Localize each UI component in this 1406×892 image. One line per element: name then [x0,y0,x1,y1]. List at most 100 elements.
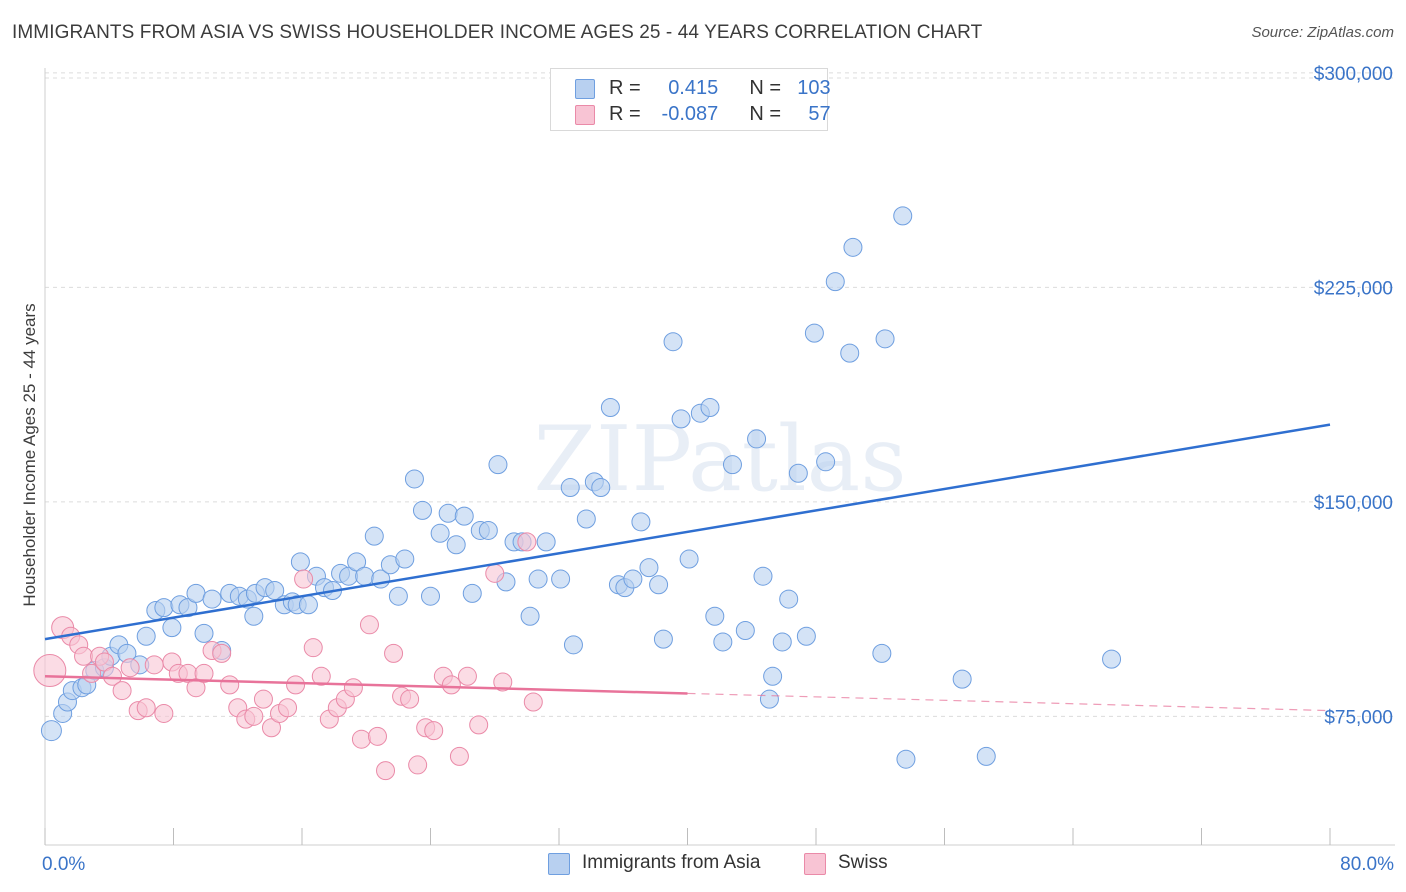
data-point-asia [875,329,895,349]
x-tick-label-min: 0.0% [42,854,85,875]
data-point-asia [591,478,611,498]
data-point-asia [162,618,182,638]
data-point-swiss [376,761,396,781]
data-point-asia [816,452,836,472]
data-point-swiss [33,654,67,688]
data-point-swiss [441,675,461,695]
data-point-asia [700,397,720,417]
data-point-asia [600,397,620,417]
data-point-asia [412,500,432,520]
trendline-asia [44,423,1331,641]
data-point-swiss [523,692,543,712]
legend-n-label: N = [749,77,782,99]
data-point-asia [40,720,62,742]
data-point-swiss [136,698,156,718]
data-point-asia [576,509,596,529]
data-point-asia [478,520,498,540]
data-point-asia [763,666,783,686]
data-point-swiss [457,666,477,686]
data-point-swiss [493,672,513,692]
data-point-asia [202,589,222,609]
data-point-asia [454,506,474,526]
data-point-swiss [220,675,240,695]
data-point-asia [244,606,264,626]
data-point-swiss [400,689,420,709]
legend-r-value-swiss: -0.087 [661,103,719,125]
data-point-asia [388,586,408,606]
data-point-asia [355,566,375,586]
data-point-asia [136,626,156,646]
data-point-swiss [359,615,379,635]
chart-title: IMMIGRANTS FROM ASIA VS SWISS HOUSEHOLDE… [12,22,983,43]
data-point-swiss [286,675,306,695]
legend-swatch-swiss [575,105,595,125]
data-point-asia [759,689,779,709]
data-point-swiss [294,569,314,589]
data-point-asia [705,606,725,626]
data-point-swiss [244,706,264,726]
y-tick-label: $75,000 [1324,707,1393,728]
watermark-text: ZIPatlas [533,407,906,512]
data-point-swiss [102,666,122,686]
x-tick-label-max: 80.0% [1340,854,1394,875]
data-point-swiss [112,681,132,701]
trendline-swiss-extension [687,692,1331,712]
correlation-legend: R = 0.415 N = 103 R = -0.087 N = 57 [550,68,831,131]
data-point-asia [896,749,916,769]
data-point-asia [779,589,799,609]
data-point-asia [430,523,450,543]
data-point-asia [872,643,892,663]
trendline-swiss [44,675,688,695]
data-point-swiss [384,643,404,663]
data-point-asia [976,746,996,766]
data-point-asia [653,629,673,649]
data-point-asia [796,626,816,646]
data-point-asia [395,549,415,569]
data-point-swiss [311,666,331,686]
data-point-asia [194,623,214,643]
data-point-asia [663,332,683,352]
data-point-asia [488,455,508,475]
data-point-swiss [351,729,371,749]
data-point-asia [843,237,863,257]
y-tick-label: $225,000 [1314,278,1393,299]
data-point-asia [290,552,310,572]
data-point-asia [713,632,733,652]
data-point-swiss [212,643,232,663]
legend-r-value-asia: 0.415 [668,77,719,99]
data-point-asia [520,606,540,626]
bottom-legend-label-asia: Immigrants from Asia [582,852,761,873]
data-point-asia [631,512,651,532]
data-point-asia [347,552,367,572]
data-point-swiss [424,721,444,741]
data-point-asia [551,569,571,589]
data-point-asia [753,566,773,586]
data-point-swiss [517,532,537,552]
data-point-swiss [343,678,363,698]
data-point-swiss [120,658,140,678]
bottom-legend-label-swiss: Swiss [838,852,888,873]
y-tick-label: $300,000 [1314,64,1393,85]
data-point-swiss [261,718,281,738]
data-point-swiss [367,726,387,746]
bottom-legend-swatch-asia [548,853,570,875]
data-point-asia [722,455,742,475]
data-point-asia [671,409,691,429]
data-point-swiss [74,646,94,666]
data-point-asia [840,343,860,363]
legend-n-value-swiss: 57 [808,103,831,125]
data-point-asia [446,535,466,555]
data-point-asia [747,429,767,449]
data-point-asia [528,569,548,589]
data-point-swiss [94,652,114,672]
data-point-asia [735,621,755,641]
data-point-swiss [186,678,206,698]
data-point-swiss [469,715,489,735]
data-point-swiss [253,689,273,709]
data-point-swiss [485,563,505,583]
data-point-asia [178,598,198,618]
data-point-swiss [303,638,323,658]
legend-r-label: R = [609,77,641,99]
data-point-asia [804,323,824,343]
